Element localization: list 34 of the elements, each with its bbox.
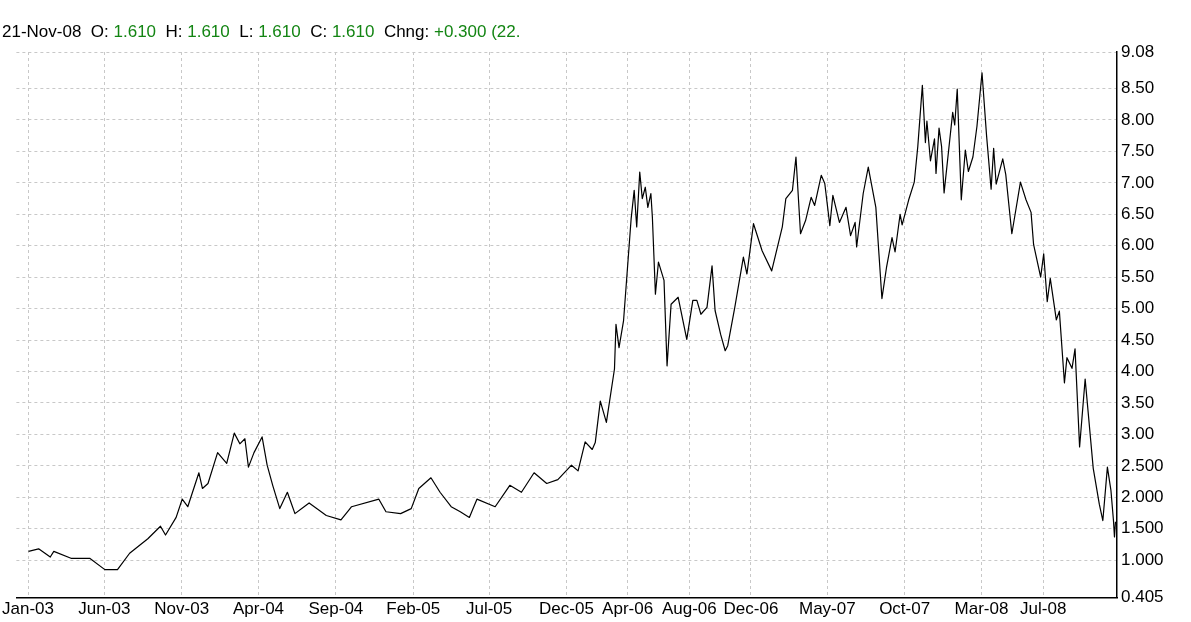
y-tick-label: 7.00: [1121, 172, 1155, 192]
x-tick-label: Jul-05: [465, 599, 513, 619]
x-tick-label: Dec-06: [723, 599, 779, 619]
y-tick-label: 9.08: [1121, 41, 1155, 61]
x-tick-label: Sep-04: [308, 599, 364, 619]
y-tick-label: 5.00: [1121, 298, 1155, 318]
y-tick-label: 2.500: [1121, 455, 1164, 475]
y-tick-label: 8.50: [1121, 78, 1155, 98]
x-tick-label: Apr-06: [602, 599, 654, 619]
y-tick-label: 3.50: [1121, 392, 1155, 412]
text: 21-Nov-08 O: 1.610 H: 1.610 L: 1.610 C: 1.610 Chng: +0.300 (22.: [2, 22, 521, 41]
x-tick-label: Oct-07: [879, 599, 931, 619]
x-tick-label: Jun-03: [78, 599, 131, 619]
x-tick-label: Aug-06: [661, 599, 717, 619]
y-tick-label: 7.50: [1121, 141, 1155, 161]
y-tick-label: 6.50: [1121, 203, 1155, 223]
y-tick-label: 2.000: [1121, 486, 1164, 506]
x-tick-label: Nov-03: [154, 599, 210, 619]
y-tick-label: 1.000: [1121, 549, 1164, 569]
x-tick-label: Mar-08: [954, 599, 1009, 619]
y-tick-label: 1.500: [1121, 518, 1164, 538]
x-tick-label: May-07: [798, 599, 856, 619]
y-tick-label: 3.00: [1121, 424, 1155, 444]
y-tick-label: 0.405: [1121, 587, 1164, 607]
y-tick-label: 5.50: [1121, 266, 1155, 286]
y-tick-label: 6.00: [1121, 235, 1155, 255]
x-tick-label: Apr-04: [233, 599, 285, 619]
y-tick-label: 8.00: [1121, 109, 1155, 129]
x-tick-label: Jul-08: [1020, 599, 1067, 619]
y-tick-label: 4.00: [1121, 361, 1155, 381]
x-tick-label: Jan-03: [2, 599, 54, 619]
y-tick-label: 4.50: [1121, 329, 1155, 349]
x-tick-label: Feb-05: [386, 599, 441, 619]
x-tick-label: Dec-05: [539, 599, 594, 619]
